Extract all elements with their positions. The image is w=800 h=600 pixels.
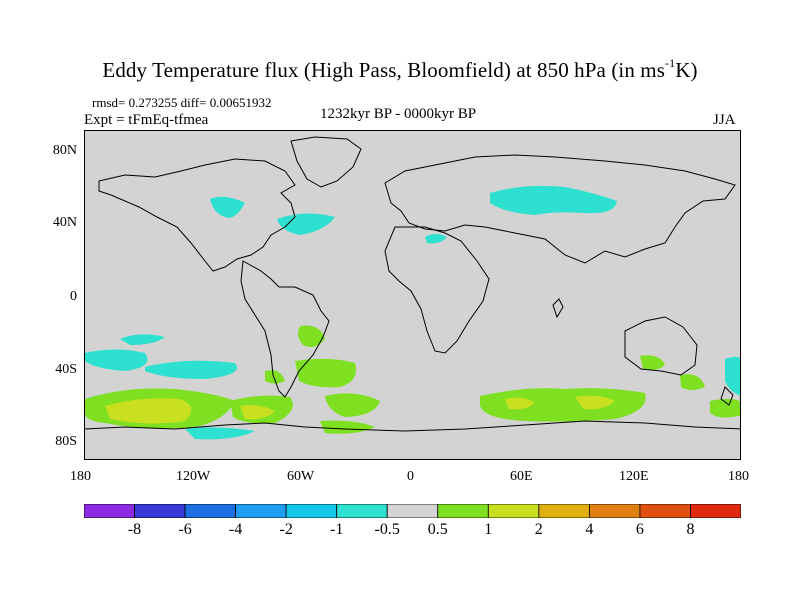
map-panel — [84, 130, 741, 460]
colorbar-tick-label: -0.5 — [374, 521, 400, 538]
lat-label-0: 0 — [70, 289, 77, 304]
patch-sepacific-1 — [120, 334, 165, 345]
period-text: 1232kyr BP - 0000kyr BP — [320, 106, 477, 122]
colorbar-tick-label: -1 — [330, 521, 344, 538]
coast-eurasia — [384, 154, 736, 264]
lon-label-180w: 180 — [70, 469, 91, 484]
coast-australia — [624, 316, 698, 376]
colorbar-cell — [538, 504, 590, 518]
patch-indian-core-1 — [505, 397, 535, 410]
colorbar-tick-label: 4 — [585, 521, 594, 538]
lon-label-0: 0 — [407, 469, 414, 484]
lon-label-60e: 60E — [510, 469, 533, 484]
coast-south-america — [240, 260, 330, 398]
experiment-text: Expt = tFmEq-tfmea — [84, 112, 209, 128]
patch-nwatlantic-north — [210, 196, 245, 218]
colorbar-cell — [639, 504, 691, 518]
colorbar-tick-label: -6 — [178, 521, 192, 538]
colorbar-cells — [84, 504, 741, 518]
season-text: JJA — [713, 112, 736, 128]
colorbar-cell — [690, 504, 741, 518]
colorbar-cell — [134, 504, 186, 518]
colorbar-tick-label: 8 — [686, 521, 695, 538]
lon-label-60w: 60W — [287, 469, 315, 484]
rmsd-diff-text: rmsd= 0.273255 diff= 0.00651932 — [92, 95, 272, 110]
negative-anomaly-patches — [85, 185, 740, 440]
colorbar-tick-label: 1 — [484, 521, 493, 538]
colorbar-tick-label: 2 — [534, 521, 543, 538]
lon-label-180e: 180 — [728, 469, 749, 484]
patch-nwatlantic — [277, 213, 335, 235]
patch-argentine — [295, 358, 356, 388]
patch-drake-core — [240, 405, 275, 420]
colorbar — [84, 504, 741, 518]
patch-indian-core-2 — [575, 395, 615, 410]
colorbar-cell — [184, 504, 237, 518]
coast-greenland — [290, 136, 362, 188]
patch-weddell — [320, 420, 375, 434]
patch-indianocean-south — [480, 388, 646, 422]
lat-label-40s: 40S — [55, 362, 77, 377]
patch-southatlantic — [325, 393, 380, 417]
lon-label-120w: 120W — [176, 469, 211, 484]
patch-chile — [265, 370, 285, 384]
patch-sepacific-3 — [145, 360, 237, 379]
coast-africa — [384, 226, 490, 354]
colorbar-cell — [336, 504, 388, 518]
patch-southpacific-core — [105, 398, 192, 424]
coast-north-america — [98, 158, 296, 272]
colorbar-cell — [386, 504, 439, 518]
colorbar-tick-label: -2 — [279, 521, 293, 538]
patch-sepacific-2 — [85, 349, 148, 371]
coast-madagascar — [552, 298, 564, 319]
map-svg — [85, 131, 740, 459]
plot-title: Eddy Temperature flux (High Pass, Bloomf… — [0, 56, 800, 83]
patch-southamerica — [298, 325, 325, 347]
colorbar-cell — [437, 504, 489, 518]
title-suffix: K) — [675, 58, 698, 82]
colorbar-cell — [588, 504, 641, 518]
patch-mediterranean — [425, 234, 447, 244]
colorbar-cell — [84, 504, 135, 518]
colorbar-tick-label: 0.5 — [427, 521, 448, 538]
lat-label-80s: 80S — [55, 434, 77, 449]
coastlines — [85, 136, 740, 432]
title-main: Eddy Temperature flux (High Pass, Bloomf… — [102, 58, 666, 82]
lat-label-80n: 80N — [52, 143, 77, 158]
patch-dateline-east — [725, 356, 740, 396]
patch-southpacific-east — [710, 398, 740, 418]
colorbar-cell — [285, 504, 338, 518]
strong-positive-patches — [105, 395, 615, 424]
patch-sopacific-south — [185, 427, 255, 440]
lat-label-40n: 40N — [52, 215, 77, 230]
patch-australia-south — [680, 374, 705, 390]
coast-new-zealand — [720, 386, 734, 406]
coast-antarctica — [85, 420, 740, 432]
title-superscript: -1 — [665, 56, 676, 70]
colorbar-cell — [487, 504, 540, 518]
lon-label-120e: 120E — [619, 469, 649, 484]
colorbar-tick-label: -4 — [228, 521, 243, 538]
patch-australia-west — [640, 355, 665, 371]
colorbar-tick-label: 6 — [635, 521, 644, 538]
patch-siberia — [490, 185, 617, 215]
colorbar-tick-label: -8 — [127, 521, 142, 538]
colorbar-cell — [235, 504, 287, 518]
